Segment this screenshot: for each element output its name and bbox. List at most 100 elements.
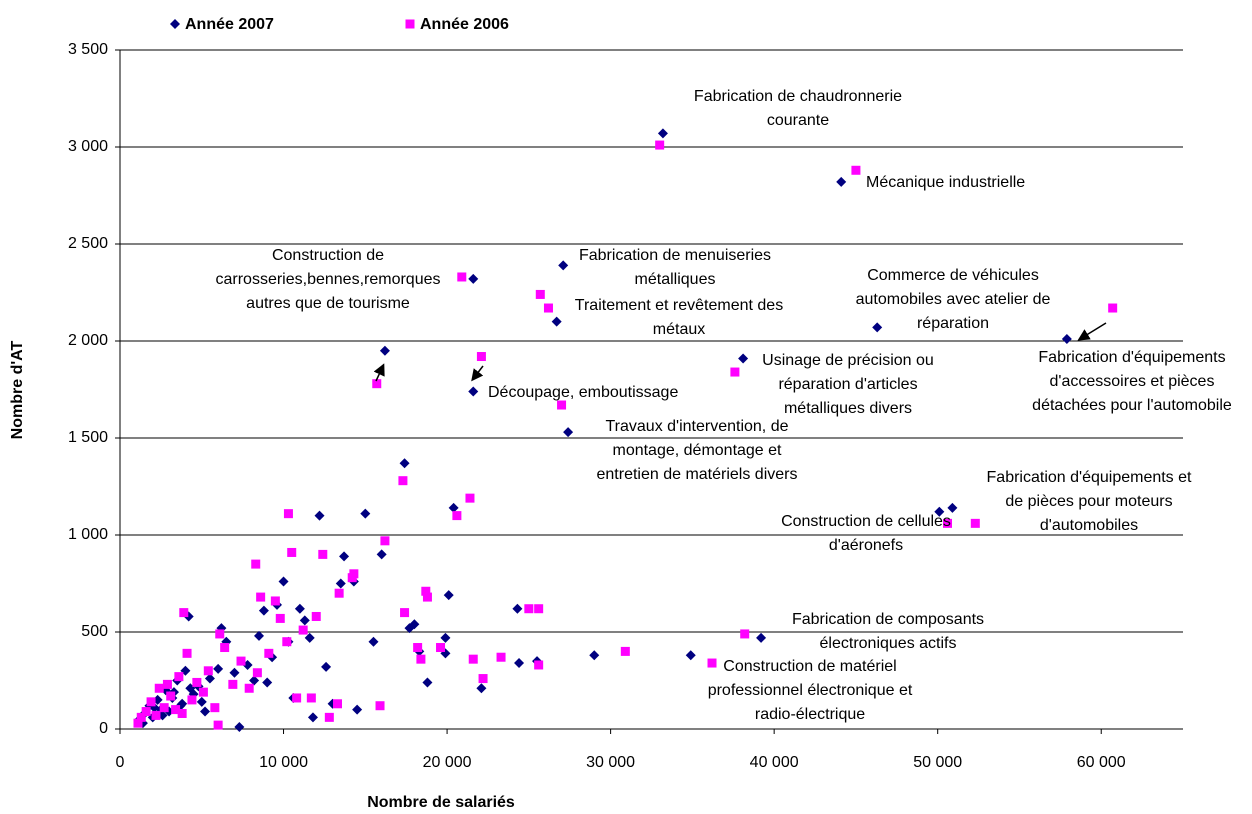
point: [256, 592, 266, 602]
point: [254, 630, 265, 641]
point: [422, 677, 433, 688]
point: [166, 691, 176, 701]
point: [740, 629, 750, 639]
point: [657, 128, 668, 139]
point: [196, 696, 207, 707]
point: [398, 476, 408, 486]
point: [436, 643, 446, 653]
point: [655, 140, 665, 150]
legend-label: Année 2007: [185, 16, 274, 33]
annotation: réparation: [917, 315, 989, 332]
point: [294, 603, 305, 614]
point: [970, 518, 980, 528]
point: [851, 165, 861, 175]
point: [375, 701, 385, 711]
annotation: Fabrication de menuiseries: [579, 247, 771, 264]
point: [476, 683, 487, 694]
point: [379, 345, 390, 356]
point: [400, 608, 410, 618]
point: [324, 712, 334, 722]
y-axis-label: Nombre d'AT: [9, 340, 26, 439]
annotation: entretien de matériels divers: [597, 466, 798, 483]
point: [1061, 334, 1072, 345]
annotation: Travaux d'intervention, de: [605, 418, 788, 435]
legend-marker: [405, 19, 415, 29]
point: [228, 679, 238, 689]
point: [136, 712, 146, 722]
point: [264, 648, 274, 658]
point: [198, 687, 208, 697]
y-tick-label: 500: [81, 623, 108, 640]
point: [468, 273, 479, 284]
annotation: Commerce de véhicules: [867, 267, 1039, 284]
annotation: Traitement et revêtement des: [575, 297, 783, 314]
point: [457, 272, 467, 282]
annotation: Découpage, emboutissage: [488, 384, 678, 401]
annotation: métaux: [653, 321, 705, 338]
point: [151, 710, 161, 720]
point: [534, 660, 544, 670]
point: [283, 509, 293, 519]
point: [443, 590, 454, 601]
point: [292, 693, 302, 703]
arrow: [471, 365, 484, 382]
point: [943, 518, 953, 528]
y-tick-label: 1 000: [68, 526, 108, 543]
annotation: professionnel électronique et: [708, 682, 913, 699]
point: [278, 576, 289, 587]
point: [318, 549, 328, 559]
point: [321, 661, 332, 672]
point: [270, 596, 280, 606]
annotation: Construction de: [272, 247, 384, 264]
point: [244, 683, 254, 693]
x-tick-label: 60 000: [1077, 754, 1126, 771]
point: [368, 636, 379, 647]
annotation: Fabrication d'équipements et: [987, 469, 1193, 486]
y-tick-label: 1 500: [68, 429, 108, 446]
point: [287, 547, 297, 557]
point: [730, 367, 740, 377]
annotation: Fabrication d'équipements: [1038, 349, 1225, 366]
point: [543, 303, 553, 313]
point: [934, 506, 945, 517]
point: [360, 508, 371, 519]
point: [220, 643, 230, 653]
point: [251, 559, 261, 569]
point: [192, 677, 202, 687]
point: [252, 668, 262, 678]
point: [376, 549, 387, 560]
point: [465, 493, 475, 503]
annotation: autres que de tourisme: [246, 295, 410, 312]
annotation: montage, démontage et: [612, 442, 782, 459]
arrow: [1077, 322, 1107, 341]
point: [204, 673, 215, 684]
point: [468, 386, 479, 397]
point: [215, 629, 225, 639]
y-tick-label: 3 500: [68, 41, 108, 58]
point: [620, 646, 630, 656]
point: [1108, 303, 1118, 313]
point: [707, 658, 717, 668]
point: [372, 379, 382, 389]
annotation: réparation d'articles: [778, 376, 917, 393]
point: [339, 551, 350, 562]
point: [282, 637, 292, 647]
x-tick-label: 0: [116, 754, 125, 771]
point: [468, 654, 478, 664]
point: [234, 722, 245, 733]
x-tick-label: 50 000: [913, 754, 962, 771]
point: [413, 643, 423, 653]
point: [756, 632, 767, 643]
point: [298, 625, 308, 635]
point: [174, 672, 184, 682]
point: [512, 603, 523, 614]
point: [141, 707, 151, 717]
point: [947, 502, 958, 513]
point: [872, 322, 883, 333]
point: [409, 619, 420, 630]
point: [334, 588, 344, 598]
legend-label: Année 2006: [420, 16, 509, 33]
point: [187, 695, 197, 705]
annotation: de pièces pour moteurs: [1005, 493, 1172, 510]
point: [200, 706, 211, 717]
